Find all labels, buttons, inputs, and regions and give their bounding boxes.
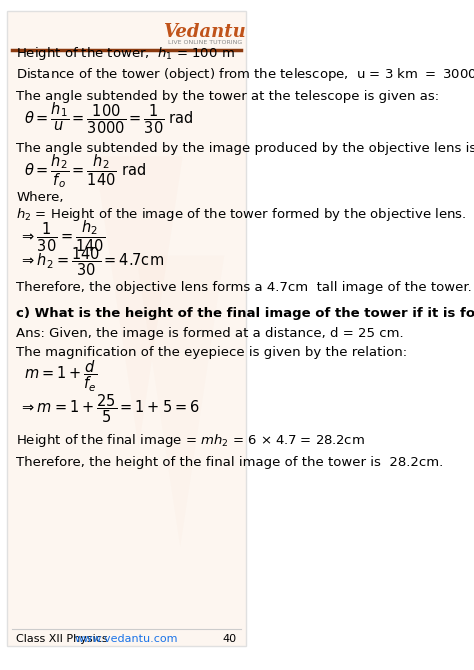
Text: Class XII Physics: Class XII Physics [17,634,108,645]
Text: Vedantu: Vedantu [164,23,246,41]
Text: $m = 1 + \dfrac{d}{f_e}$: $m = 1 + \dfrac{d}{f_e}$ [24,358,97,394]
Text: Height of the final image = $mh_2$ = 6 $\times$ 4.7 = 28.2cm: Height of the final image = $mh_2$ = 6 $… [17,432,365,450]
Text: $\Rightarrow m = 1 + \dfrac{25}{5} = 1 + 5 = 6$: $\Rightarrow m = 1 + \dfrac{25}{5} = 1 +… [19,393,200,425]
Text: LIVE ONLINE TUTORING: LIVE ONLINE TUTORING [167,40,242,45]
Text: Height of the tower,  $h_1$ = 100 m: Height of the tower, $h_1$ = 100 m [17,46,235,62]
Text: The magnification of the eyepiece is given by the relation:: The magnification of the eyepiece is giv… [17,346,408,359]
Text: www.vedantu.com: www.vedantu.com [75,634,178,645]
Text: $h_2$ = Height of the image of the tower formed by the objective lens.: $h_2$ = Height of the image of the tower… [17,206,467,223]
Text: The angle subtended by the image produced by the objective lens is given as:: The angle subtended by the image produce… [17,142,474,155]
Text: The angle subtended by the tower at the telescope is given as:: The angle subtended by the tower at the … [17,90,439,103]
Polygon shape [95,156,182,448]
Text: c) What is the height of the final image of the tower if it is formed at 25cm?: c) What is the height of the final image… [17,307,474,320]
Text: Therefore, the height of the final image of the tower is  28.2cm.: Therefore, the height of the final image… [17,456,444,468]
Text: $\theta = \dfrac{h_1}{u} = \dfrac{100}{3000} = \dfrac{1}{30}$ rad: $\theta = \dfrac{h_1}{u} = \dfrac{100}{3… [24,100,193,135]
Text: Therefore, the objective lens forms a 4.7cm  tall image of the tower.: Therefore, the objective lens forms a 4.… [17,281,472,294]
Text: $\Rightarrow h_2 = \dfrac{140}{30} = 4.7$cm: $\Rightarrow h_2 = \dfrac{140}{30} = 4.7… [19,246,164,279]
Polygon shape [136,255,224,547]
FancyBboxPatch shape [7,11,246,646]
Text: 40: 40 [222,634,237,645]
Text: Ans: Given, the image is formed at a distance, d = 25 cm.: Ans: Given, the image is formed at a dis… [17,326,404,340]
Text: Where,: Where, [17,191,64,204]
Text: Distance of the tower (object) from the telescope,  u = 3 km $=$ 3000m: Distance of the tower (object) from the … [17,66,474,84]
Text: $\Rightarrow \dfrac{1}{30} = \dfrac{h_2}{140}$: $\Rightarrow \dfrac{1}{30} = \dfrac{h_2}… [19,219,105,254]
Text: $\theta = \dfrac{h_2}{f_o} = \dfrac{h_2}{140}$ rad: $\theta = \dfrac{h_2}{f_o} = \dfrac{h_2}… [24,152,146,190]
